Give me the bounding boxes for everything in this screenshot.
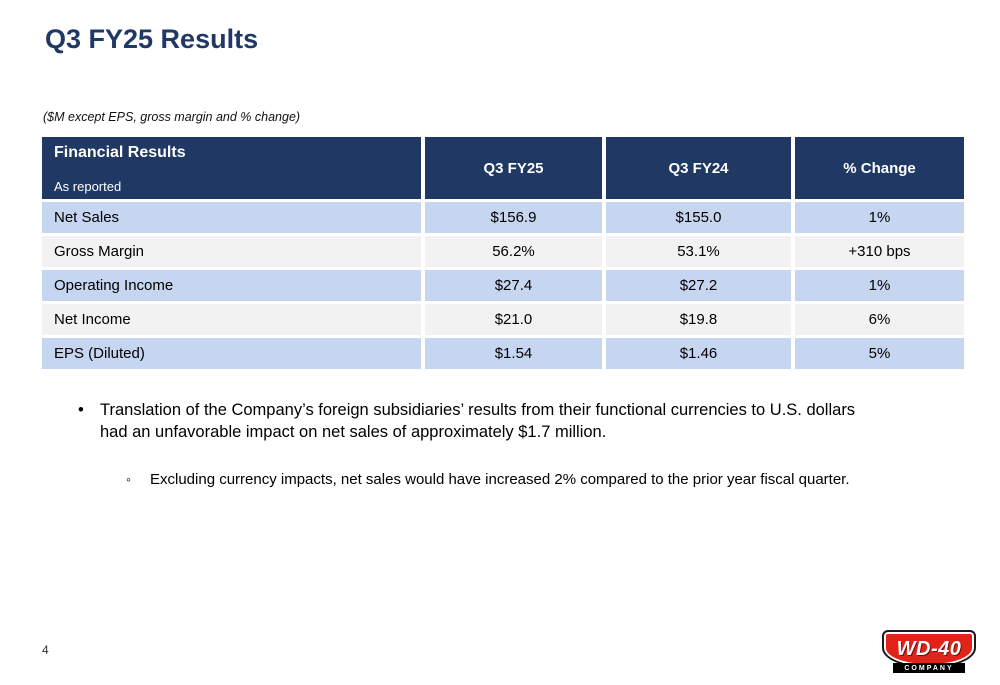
slide-title: Q3 FY25 Results [45,24,259,54]
cell-net-sales-fy25: $156.9 [425,202,602,233]
sub-bullet-currency-text: Excluding currency impacts, net sales wo… [150,471,850,488]
sub-bullet-marker: ◦ [126,471,131,487]
column-header-q3fy25: Q3 FY25 [425,137,602,199]
bullet-translation-impact: • Translation of the Company’s foreign s… [78,399,878,443]
table-title: Financial Results [54,144,186,161]
table-subtitle: As reported [54,179,122,194]
bullet-translation-text: Translation of the Company’s foreign sub… [100,401,856,441]
cell-eps-change: 5% [795,338,964,369]
table-header-title-cell: Financial Results As reported [42,137,421,199]
cell-gross-margin-fy24: 53.1% [606,236,791,267]
cell-gross-margin-fy25: 56.2% [425,236,602,267]
cell-gross-margin-change: +310 bps [795,236,964,267]
bullet-list: • Translation of the Company’s foreign s… [78,399,878,490]
page-number: 4 [42,643,49,657]
cell-net-income-change: 6% [795,304,964,335]
cell-net-income-fy24: $19.8 [606,304,791,335]
financial-results-table: Financial Results As reported Q3 FY25 Q3… [42,137,964,369]
row-label-operating-income: Operating Income [42,270,421,301]
cell-operating-income-fy25: $27.4 [425,270,602,301]
cell-operating-income-fy24: $27.2 [606,270,791,301]
row-label-net-sales: Net Sales [42,202,421,233]
row-label-net-income: Net Income [42,304,421,335]
bullet-marker: • [78,401,84,419]
cell-net-sales-fy24: $155.0 [606,202,791,233]
row-label-eps-diluted: EPS (Diluted) [42,338,421,369]
cell-operating-income-change: 1% [795,270,964,301]
cell-eps-fy25: $1.54 [425,338,602,369]
wd40-company-banner: COMPANY [893,663,965,673]
wd40-shield-icon: WD-40 [882,630,976,668]
wd40-brand-text: WD-40 [896,637,962,660]
sub-bullet-currency-impact: ◦ Excluding currency impacts, net sales … [126,469,878,490]
wd40-company-logo: WD-40 COMPANY [882,630,976,673]
units-note: ($M except EPS, gross margin and % chang… [43,110,301,124]
cell-eps-fy24: $1.46 [606,338,791,369]
column-header-change: % Change [795,137,964,199]
cell-net-sales-change: 1% [795,202,964,233]
row-label-gross-margin: Gross Margin [42,236,421,267]
cell-net-income-fy25: $21.0 [425,304,602,335]
column-header-q3fy24: Q3 FY24 [606,137,791,199]
